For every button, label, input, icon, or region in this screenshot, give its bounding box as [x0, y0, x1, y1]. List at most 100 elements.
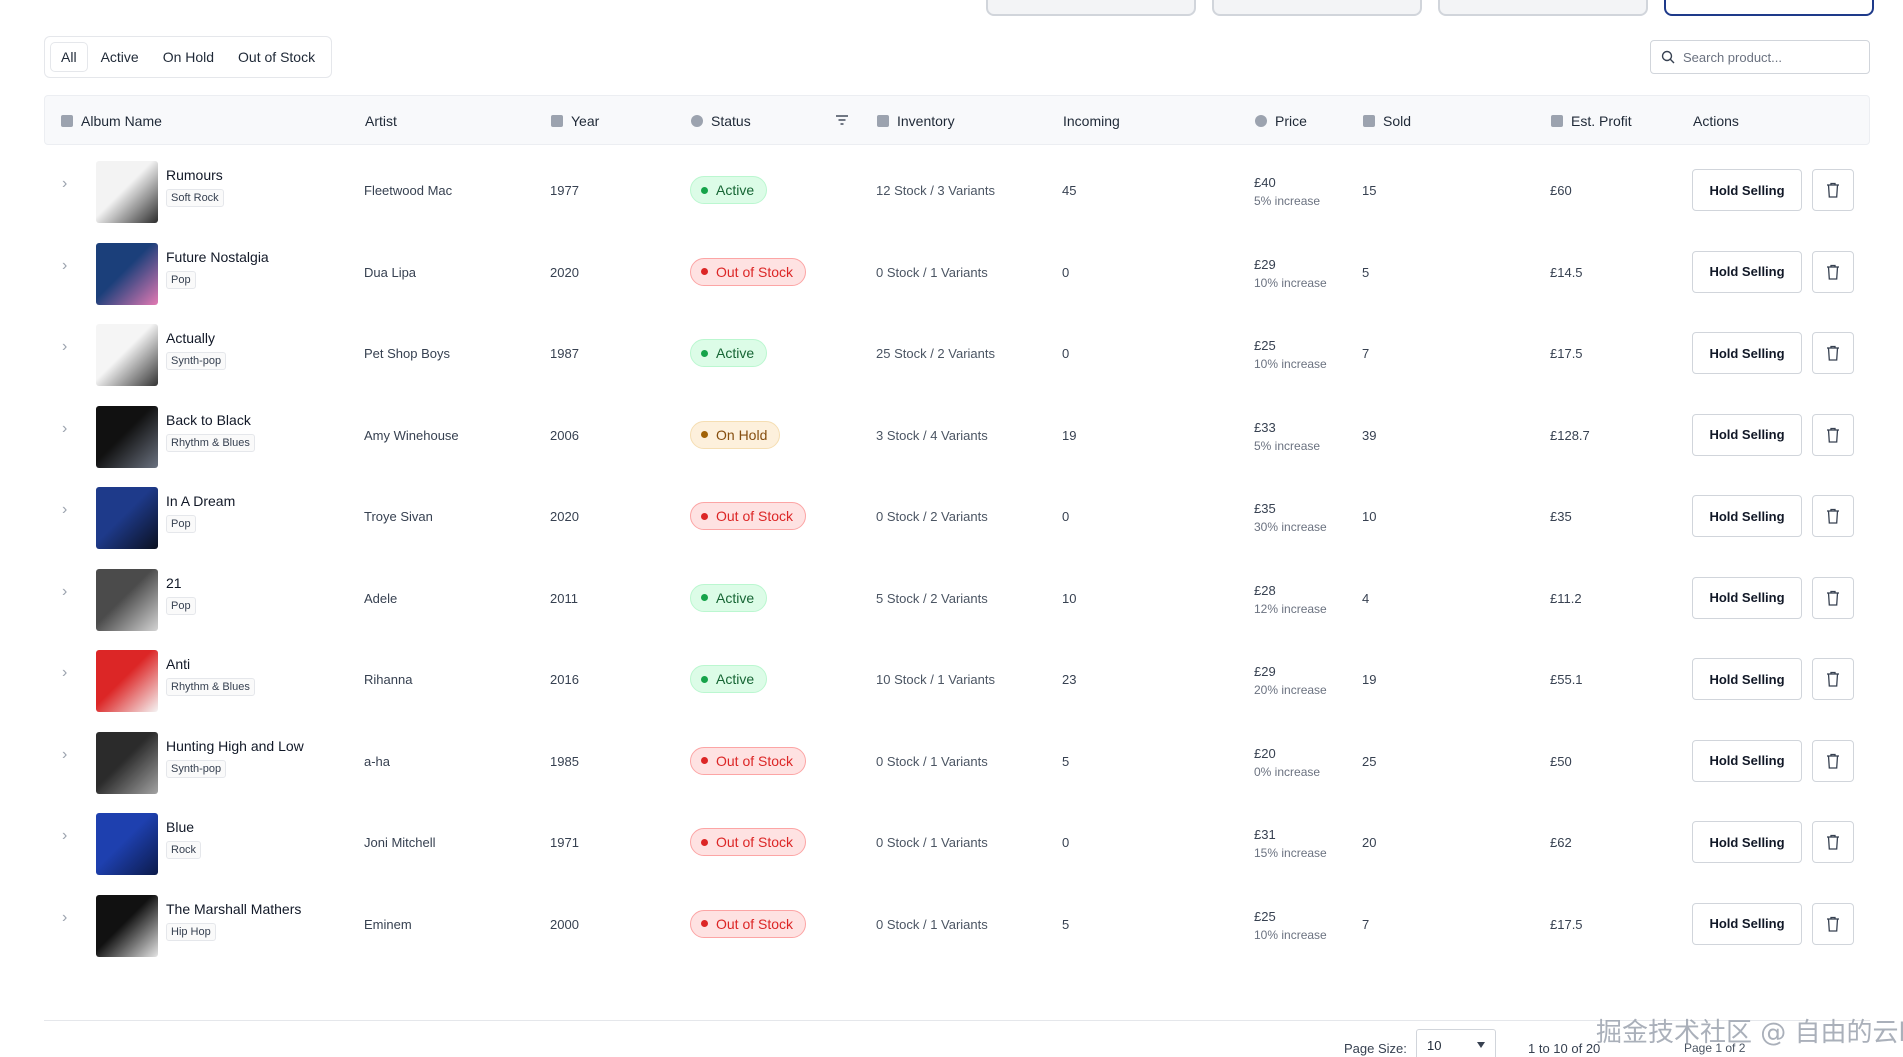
sold-count: 25	[1362, 753, 1377, 769]
inventory-info: 0 Stock / 1 Variants	[876, 916, 988, 932]
expand-chevron-icon[interactable]: ›	[62, 745, 68, 763]
filter-tab-out-of-stock[interactable]: Out of Stock	[238, 49, 316, 65]
hold-selling-button[interactable]: Hold Selling	[1692, 902, 1802, 945]
table-row[interactable]: › Back to Black Rhythm & Blues Amy Wineh…	[44, 390, 1870, 472]
hold-selling-button[interactable]: Hold Selling	[1692, 495, 1802, 537]
search-input[interactable]	[1683, 49, 1853, 65]
expand-chevron-icon[interactable]: ›	[62, 908, 68, 926]
table-row[interactable]: › 21 Pop Adele 2011 Active 5 Stock / 2 V…	[44, 553, 1870, 635]
release-year: 2020	[550, 264, 579, 280]
price-info: £20 0% increase	[1254, 746, 1320, 779]
album-info: Rumours Soft Rock	[166, 167, 224, 207]
hold-selling-button[interactable]: Hold Selling	[1692, 576, 1802, 619]
expand-chevron-icon[interactable]: ›	[62, 664, 68, 681]
estimated-profit: £17.5	[1550, 916, 1583, 932]
expand-chevron-icon[interactable]: ›	[62, 175, 68, 192]
filter-icon[interactable]	[835, 114, 849, 126]
table-row[interactable]: › The Marshall Mathers Hip Hop Eminem 20…	[44, 879, 1870, 961]
hold-selling-button[interactable]: Hold Selling	[1692, 250, 1802, 293]
hold-selling-button[interactable]: Hold Selling	[1692, 413, 1802, 456]
top-tab-3[interactable]	[1438, 0, 1648, 16]
table-row[interactable]: › Future Nostalgia Pop Dua Lipa 2020 Out…	[44, 227, 1870, 309]
incoming-count: 0	[1062, 509, 1070, 524]
album-title: 21	[166, 574, 182, 591]
expand-chevron-icon[interactable]: ›	[62, 419, 68, 437]
hold-selling-button[interactable]: Hold Selling	[1692, 658, 1802, 700]
status-badge: Active	[690, 583, 768, 612]
col-price[interactable]: Price	[1255, 96, 1307, 146]
col-inventory[interactable]: Inventory	[877, 96, 955, 146]
top-tab-4[interactable]	[1664, 0, 1874, 16]
incoming-count: 0	[1062, 835, 1070, 850]
album-cover	[96, 487, 158, 549]
album-info: Anti Rhythm & Blues	[166, 656, 255, 696]
table-row[interactable]: › Actually Synth-pop Pet Shop Boys 1987 …	[44, 308, 1870, 390]
price-increase: 30% increase	[1254, 520, 1327, 534]
top-tab-1[interactable]	[986, 0, 1196, 16]
album-title: Anti	[166, 656, 191, 672]
hold-selling-button[interactable]: Hold Selling	[1692, 739, 1802, 782]
table-row[interactable]: › Hunting High and Low Synth-pop a-ha 19…	[44, 716, 1870, 798]
expand-chevron-icon[interactable]: ›	[62, 582, 68, 600]
status-dot	[701, 512, 708, 520]
artist-name: a-ha	[364, 753, 391, 769]
estimated-profit: £14.5	[1550, 264, 1583, 280]
album-column-icon	[61, 115, 73, 127]
hold-selling-button[interactable]: Hold Selling	[1692, 332, 1802, 374]
filter-tab-all[interactable]: All	[51, 43, 87, 71]
status-label: Out of Stock	[716, 834, 794, 850]
album-title: The Marshall Mathers	[166, 900, 302, 917]
status-dot	[701, 920, 708, 927]
inventory-info: 10 Stock / 1 Variants	[876, 672, 995, 687]
page-size-select[interactable]: 10	[1416, 1029, 1496, 1057]
status-dot	[701, 431, 708, 438]
delete-button[interactable]	[1812, 658, 1854, 700]
hold-selling-button[interactable]: Hold Selling	[1692, 821, 1802, 863]
status-label: Active	[716, 589, 755, 606]
pagination-bar: Page Size: 10 1 to 10 of 20 Page 1 of 2	[44, 1020, 1870, 1057]
col-status[interactable]: Status	[691, 96, 751, 146]
delete-button[interactable]	[1812, 169, 1854, 211]
table-row[interactable]: › Anti Rhythm & Blues Rihanna 2016 Activ…	[44, 634, 1870, 716]
expand-chevron-icon[interactable]: ›	[62, 338, 68, 355]
delete-button[interactable]	[1812, 495, 1854, 537]
price-increase: 12% increase	[1254, 601, 1327, 616]
delete-button[interactable]	[1812, 576, 1854, 619]
col-year[interactable]: Year	[551, 96, 599, 146]
delete-button[interactable]	[1812, 332, 1854, 374]
col-profit[interactable]: Est. Profit	[1551, 96, 1632, 146]
table-row[interactable]: › Blue Rock Joni Mitchell 1971 Out of St…	[44, 797, 1870, 879]
filter-tab-on-hold[interactable]: On Hold	[162, 49, 215, 65]
status-label: Out of Stock	[716, 752, 794, 769]
table-row[interactable]: › Rumours Soft Rock Fleetwood Mac 1977 A…	[44, 145, 1870, 227]
estimated-profit: £11.2	[1550, 590, 1582, 606]
delete-button[interactable]	[1812, 821, 1854, 863]
delete-button[interactable]	[1812, 739, 1854, 782]
status-badge: Out of Stock	[690, 828, 807, 856]
table-row[interactable]: › In A Dream Pop Troye Sivan 2020 Out of…	[44, 471, 1870, 553]
col-album-label: Album Name	[81, 113, 162, 129]
delete-button[interactable]	[1812, 902, 1854, 945]
top-tab-2[interactable]	[1212, 0, 1422, 16]
price-info: £29 20% increase	[1254, 664, 1327, 697]
album-info: Blue Rock	[166, 819, 202, 859]
product-table: Album Name Artist Year Status Inventory …	[44, 95, 1870, 960]
delete-button[interactable]	[1812, 250, 1854, 293]
hold-selling-button[interactable]: Hold Selling	[1692, 169, 1802, 211]
price-increase: 0% increase	[1254, 764, 1321, 779]
genre-tag: Pop	[166, 270, 196, 289]
release-year: 2000	[550, 916, 579, 932]
expand-chevron-icon[interactable]: ›	[62, 827, 68, 844]
col-album[interactable]: Album Name	[61, 96, 162, 146]
filter-tab-active[interactable]: Active	[100, 49, 139, 65]
top-tabs	[986, 0, 1874, 16]
expand-chevron-icon[interactable]: ›	[62, 501, 68, 518]
col-sold[interactable]: Sold	[1363, 96, 1411, 146]
delete-button[interactable]	[1812, 413, 1854, 456]
album-info: 21 Pop	[166, 575, 196, 615]
col-artist[interactable]: Artist	[365, 96, 397, 146]
album-info: Back to Black Rhythm & Blues	[166, 412, 255, 452]
inventory-info: 3 Stock / 4 Variants	[876, 427, 988, 443]
expand-chevron-icon[interactable]: ›	[62, 256, 68, 274]
col-incoming[interactable]: Incoming	[1063, 96, 1120, 146]
